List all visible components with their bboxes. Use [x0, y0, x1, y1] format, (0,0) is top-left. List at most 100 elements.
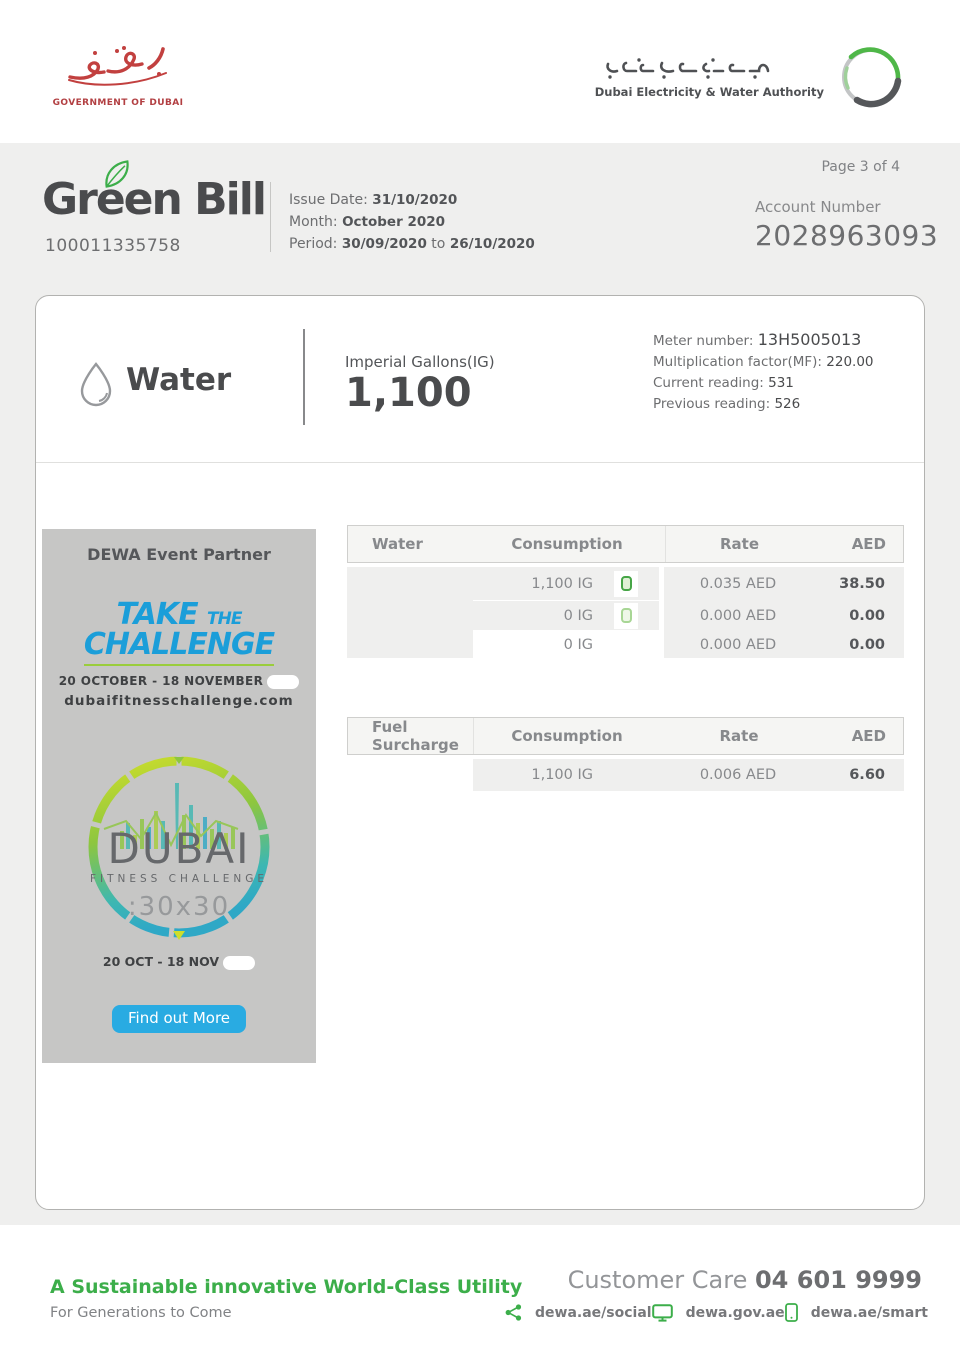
banner-date-range-short-text: 20 OCT - 18 NOV [102, 954, 220, 969]
issue-date-line: Issue Date: 31/10/2020 [289, 189, 535, 211]
government-of-dubai-logo: GOVERNMENT OF DUBAI [52, 44, 184, 108]
fuel-table-header-title: Fuel Surcharge [348, 718, 474, 754]
current-reading-line: Current reading: 531 [653, 373, 874, 394]
consumption-cell: 0 IG [473, 601, 659, 631]
dewa-event-partner-banner[interactable]: DEWA Event Partner TAKE THE CHALLENGE 20… [42, 529, 316, 1063]
water-droplet-icon [80, 362, 112, 407]
headline-take: TAKE [116, 597, 199, 632]
dewa-swirl-icon [842, 47, 902, 108]
period-joiner: to [431, 236, 446, 252]
consumption-cell: 0 IG [473, 631, 659, 658]
page-indicator: Page 3 of 4 [821, 159, 900, 175]
rate-cell: 0.006 AED [664, 759, 812, 791]
headline-challenge: CHALLENGE [83, 627, 275, 662]
svg-text:DUBAI: DUBAI [107, 824, 250, 873]
link-dewa-smart[interactable]: dewa.ae/smart [784, 1303, 928, 1322]
water-card-divider [303, 329, 305, 425]
footer-subtagline: For Generations to Come [50, 1305, 232, 1321]
leaf-icon [105, 160, 129, 188]
header-divider [270, 182, 271, 252]
fuel-table-row: 1,100 IG 0.006 AED 6.60 [347, 759, 904, 791]
month-value: October 2020 [342, 214, 446, 230]
rate-cell: 0.000 AED [664, 601, 812, 631]
meter-number-value: 13H5005013 [757, 330, 862, 349]
smartphone-icon [784, 1303, 798, 1322]
rate-cell: 0.035 AED [664, 567, 812, 601]
month-line: Month: October 2020 [289, 211, 535, 233]
period-to: 26/10/2020 [449, 236, 535, 252]
previous-reading-label: Previous reading: [653, 396, 771, 412]
meter-details: Meter number: 13H5005013 Multiplication … [653, 329, 874, 415]
aed-cell: 0.00 [812, 631, 904, 658]
period-label: Period: [289, 236, 338, 252]
government-of-dubai-arabic-calligraphy-icon [68, 46, 167, 86]
link-label: dewa.gov.ae [685, 1304, 785, 1321]
partner-logo-blob [267, 674, 300, 689]
fuel-surcharge-table: Fuel Surcharge Consumption Rate AED 1,10… [347, 717, 904, 791]
svg-text::30x30: :30x30 [128, 892, 230, 922]
banner-date-range-text: 20 OCTOBER - 18 NOVEMBER [58, 674, 264, 688]
monitor-icon [651, 1303, 673, 1322]
fuel-table-header-rate: Rate [719, 727, 759, 745]
take-the-challenge-headline: TAKE THE CHALLENGE [42, 600, 316, 662]
dewa-logo: Dubai Electricity & Water Authority [595, 40, 908, 114]
bill-number: 100011335758 [45, 236, 181, 256]
issue-details: Issue Date: 31/10/2020 Month: October 20… [289, 189, 535, 255]
customer-care-label: Customer Care [567, 1266, 748, 1294]
green-bill-wordmark: Green Bill [42, 174, 267, 225]
consumption-value: 1,100 IG [531, 767, 593, 783]
link-label: dewa.ae/smart [810, 1304, 928, 1321]
unit-label: Imperial Gallons(IG) [345, 353, 495, 371]
period-line: Period: 30/09/2020 to 26/10/2020 [289, 233, 535, 255]
dewa-arabic-wordmark-icon [605, 57, 770, 79]
customer-care-number: 04 601 9999 [754, 1266, 922, 1294]
total-consumption-value: 1,100 [345, 370, 472, 416]
water-table-row: 0 IG 0.000 AED 0.00 [347, 631, 904, 658]
headline-underline [84, 664, 274, 666]
find-out-more-button[interactable]: Find out More [111, 1005, 247, 1033]
current-reading-label: Current reading: [653, 375, 764, 391]
banner-date-range: 20 OCTOBER - 18 NOVEMBER [42, 674, 316, 689]
consumption-cell: 1,100 IG [473, 567, 659, 601]
svg-text:FITNESS CHALLENGE: FITNESS CHALLENGE [90, 873, 268, 885]
water-table-row: 0 IG 0.000 AED 0.00 [347, 601, 904, 631]
account-number-value: 2028963093 [755, 219, 939, 252]
consumption-value: 1,100 IG [531, 575, 593, 592]
water-table-header-aed: AED [851, 535, 886, 553]
rate-cell: 0.000 AED [664, 631, 812, 658]
footer-tagline: A Sustainable innovative World-Class Uti… [50, 1276, 523, 1298]
consumption-cell: 1,100 IG [473, 759, 659, 791]
dewa-caption: Dubai Electricity & Water Authority [594, 84, 824, 99]
water-section-title: Water [126, 362, 232, 398]
current-reading-value: 531 [768, 375, 794, 391]
previous-reading-value: 526 [774, 396, 801, 412]
previous-reading-line: Previous reading: 526 [653, 394, 874, 415]
aed-cell: 6.60 [812, 759, 904, 791]
footer-links: dewa.ae/social dewa.gov.ae dewa.ae/smart [505, 1303, 928, 1322]
link-dewa-social[interactable]: dewa.ae/social [505, 1304, 652, 1321]
tier-slab-icon [620, 576, 632, 591]
meter-number-label: Meter number: [653, 333, 754, 349]
account-block: Account Number 2028963093 [755, 198, 938, 252]
partner-logo-blob-2 [223, 955, 256, 970]
aed-cell: 0.00 [812, 601, 904, 631]
water-table-header-consumption: Consumption [511, 535, 623, 553]
issue-date-value: 31/10/2020 [372, 192, 458, 208]
dubai-fitness-challenge-logo: DUBAI FITNESS CHALLENGE :30x30 [86, 749, 273, 953]
month-label: Month: [289, 214, 338, 230]
consumption-value: 0 IG [563, 636, 593, 653]
water-table-row: 1,100 IG 0.035 AED 38.50 [347, 567, 904, 601]
aed-cell: 38.50 [812, 567, 904, 601]
card-section-divider [36, 462, 924, 463]
fuel-table-header-aed: AED [851, 727, 886, 745]
link-dewa-gov[interactable]: dewa.gov.ae [651, 1303, 785, 1322]
dewa-logo-text: Dubai Electricity & Water Authority [595, 56, 824, 99]
banner-title: DEWA Event Partner [87, 545, 271, 564]
banner-website: dubaifitnesschallenge.com [64, 693, 294, 709]
customer-care: Customer Care 04 601 9999 [568, 1266, 922, 1294]
link-label: dewa.ae/social [535, 1304, 652, 1321]
period-from: 30/09/2020 [341, 236, 427, 252]
government-of-dubai-caption: GOVERNMENT OF DUBAI [52, 98, 184, 108]
meter-number-line: Meter number: 13H5005013 [653, 329, 874, 352]
